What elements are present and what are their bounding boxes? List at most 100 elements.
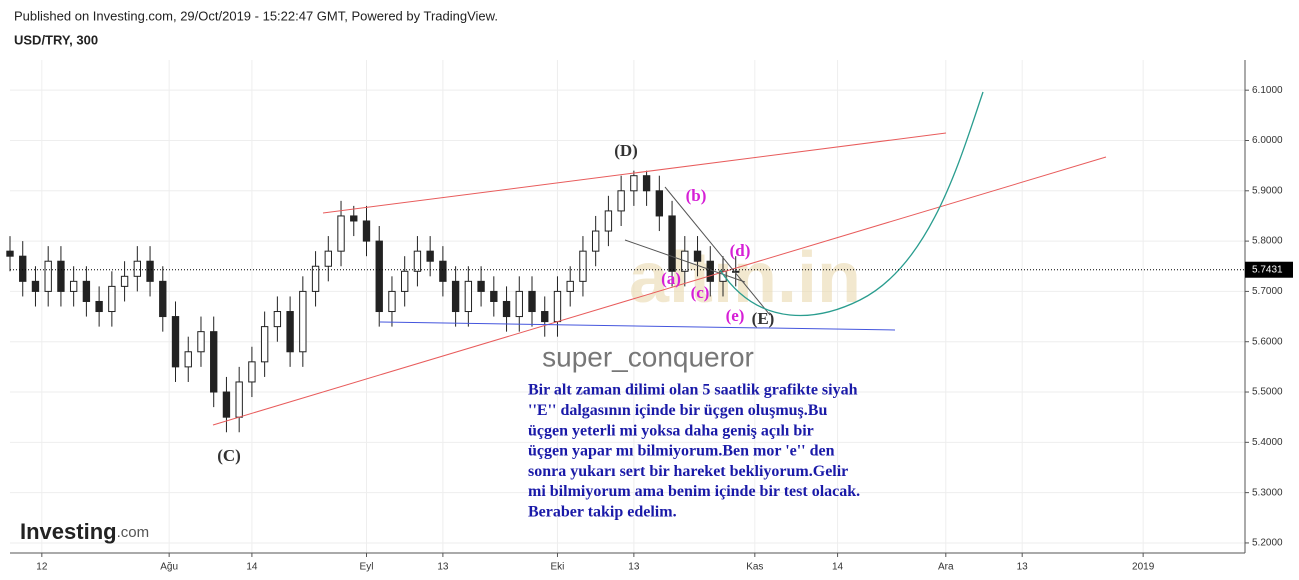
- comment-line: Beraber takip edelim.: [528, 503, 677, 520]
- candle-body: [693, 250, 702, 262]
- y-tick-label: 6.1000: [1252, 85, 1283, 96]
- candle-body: [197, 331, 205, 353]
- wave-label: (a): [661, 269, 681, 288]
- x-tick-label: Kas: [746, 562, 763, 573]
- y-tick-label: 5.4000: [1252, 437, 1283, 448]
- candle-body: [362, 220, 371, 242]
- candle-body: [388, 290, 396, 313]
- candle-body: [286, 311, 294, 353]
- candle-body: [604, 210, 613, 232]
- candle-body: [464, 280, 473, 313]
- candle-body: [82, 280, 91, 302]
- candle-body: [6, 250, 14, 257]
- candle-body: [210, 331, 218, 393]
- y-tick-label: 5.9000: [1252, 185, 1283, 196]
- candle-body: [617, 190, 625, 212]
- x-tick-label: Ağu: [160, 562, 178, 573]
- last-price-box: [1245, 261, 1293, 278]
- candle-body: [31, 280, 40, 292]
- brand: Investing.com: [20, 519, 149, 544]
- candle-body: [171, 316, 180, 368]
- wave-label: (C): [217, 446, 241, 465]
- trend-line: [322, 132, 947, 214]
- candle-body: [248, 361, 256, 383]
- candle-body: [719, 270, 727, 282]
- candle-body: [311, 265, 320, 292]
- candle-body: [566, 280, 574, 292]
- last-price-label: 5.7431: [1252, 264, 1283, 275]
- published: Published on Investing.com, 29/Oct/2019 …: [14, 8, 498, 23]
- candle-body: [630, 175, 638, 192]
- candle-body: [260, 326, 269, 363]
- candle-body: [502, 300, 511, 318]
- candle-body: [401, 270, 409, 292]
- symbol: USD/TRY, 300: [14, 32, 98, 47]
- y-tick-label: 5.2000: [1252, 538, 1283, 549]
- candle-body: [553, 290, 562, 323]
- candle-body: [57, 260, 65, 292]
- wave-label: (e): [726, 306, 745, 325]
- candle-body: [69, 280, 78, 292]
- candle-body: [541, 311, 549, 323]
- candle-body: [235, 381, 243, 418]
- candle-body: [44, 260, 52, 292]
- x-tick-label: 14: [246, 562, 258, 573]
- candle-body: [490, 290, 498, 302]
- candle-body: [477, 280, 485, 292]
- candle-body: [222, 391, 231, 418]
- wave-label: (b): [686, 186, 707, 205]
- candle-body: [655, 190, 664, 217]
- candle-body: [324, 250, 332, 267]
- candle-body: [668, 215, 676, 272]
- candle-body: [706, 260, 714, 282]
- trend-line: [379, 321, 896, 331]
- x-tick-label: 13: [437, 562, 449, 573]
- candle-body: [732, 270, 740, 273]
- y-tick-label: 5.3000: [1252, 487, 1283, 498]
- candle-body: [133, 260, 142, 277]
- candle-body: [299, 290, 307, 353]
- comment-line: mi bilmiyorum ama benim içinde bir test …: [528, 483, 860, 500]
- candle-body: [120, 275, 129, 287]
- candle-body: [528, 290, 536, 313]
- y-tick-label: 5.5000: [1252, 387, 1283, 398]
- y-tick-label: 5.7000: [1252, 286, 1283, 297]
- candle-body: [146, 260, 154, 282]
- candle-body: [579, 250, 587, 282]
- x-tick-label: 12: [36, 562, 48, 573]
- y-tick-label: 5.6000: [1252, 336, 1283, 347]
- site-watermark: altın.in: [629, 238, 861, 318]
- candle-body: [515, 290, 523, 318]
- comment-line: ''E'' dalgasının içinde bir üçgen oluşmu…: [528, 402, 827, 419]
- comment-line: üçgen yapar mı bilmiyorum.Ben mor 'e'' d…: [528, 443, 835, 460]
- trend-line: [624, 239, 746, 283]
- trend-line: [664, 186, 771, 316]
- candle-body: [591, 230, 600, 252]
- x-tick-label: 14: [832, 562, 844, 573]
- x-tick-label: Ara: [938, 562, 954, 573]
- candle-body: [426, 250, 434, 262]
- drawings: [212, 91, 1107, 426]
- candle-body: [375, 240, 383, 313]
- wave-label: (c): [691, 283, 710, 302]
- trend-line: [212, 156, 1107, 426]
- candle-body: [95, 300, 103, 313]
- candle-body: [439, 260, 447, 282]
- comment-line: sonra yukarı sert bir hareket bekliyorum…: [528, 463, 848, 480]
- watermark: super_conqueror: [542, 341, 754, 372]
- y-tick-label: 5.8000: [1252, 236, 1283, 247]
- y-tick-label: 6.0000: [1252, 135, 1283, 146]
- candle-body: [273, 311, 282, 328]
- candle-body: [337, 215, 345, 252]
- candle-body: [108, 285, 116, 313]
- candle-body: [413, 250, 422, 272]
- wave-label: (E): [752, 309, 775, 328]
- x-tick-label: 13: [1017, 562, 1029, 573]
- x-tick-label: 2019: [1132, 562, 1155, 573]
- candle-body: [642, 175, 651, 192]
- candle-body: [451, 280, 460, 313]
- brand-name: Investing: [20, 519, 117, 544]
- candle-body: [184, 351, 192, 368]
